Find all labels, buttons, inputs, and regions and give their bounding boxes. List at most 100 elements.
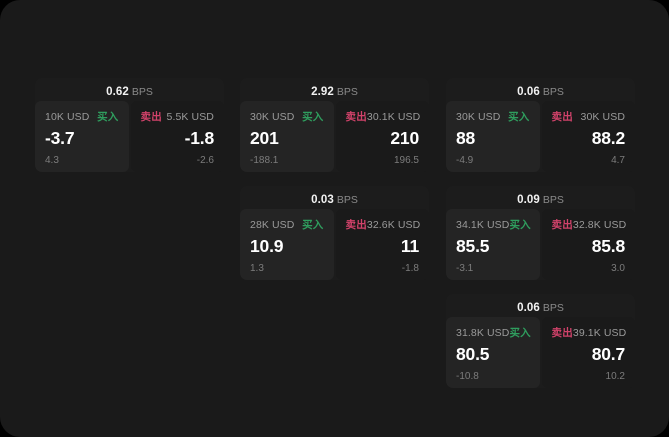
buy-delta: -10.8 xyxy=(456,371,479,382)
sell-delta: 3.0 xyxy=(611,263,625,274)
quote-card[interactable]: 0.06 BPS 31.8K USD 买入 80.5 -10.8 卖出 xyxy=(446,294,635,388)
quote-card[interactable]: 2.92 BPS 30K USD 买入 201 -188.1 卖出 xyxy=(240,78,429,172)
card-body: 10K USD 买入 -3.7 4.3 卖出 5.5K USD -1.8 -2.… xyxy=(35,101,224,172)
bps-unit-label: BPS xyxy=(542,194,564,206)
sell-price: 11 xyxy=(400,236,419,256)
sell-panel[interactable]: 卖出 30.1K USD 210 196.5 xyxy=(335,101,429,172)
buy-panel-header: 10K USD 买入 xyxy=(45,110,119,124)
buy-price: 80.5 xyxy=(456,344,490,364)
sell-panel[interactable]: 卖出 39.1K USD 80.7 10.2 xyxy=(541,317,635,388)
sell-panel[interactable]: 卖出 32.8K USD 85.8 3.0 xyxy=(541,209,635,280)
sell-delta: -1.8 xyxy=(401,263,419,274)
sell-amount-label: 5.5K USD xyxy=(166,110,214,123)
buy-tag: 买入 xyxy=(509,219,531,231)
card-header: 0.03 BPS xyxy=(240,186,429,209)
buy-tag: 买入 xyxy=(97,111,119,123)
buy-panel[interactable]: 10K USD 买入 -3.7 4.3 xyxy=(35,101,129,172)
buy-delta: 1.3 xyxy=(250,263,264,274)
sell-delta: -2.6 xyxy=(196,155,214,166)
buy-amount-label: 30K USD xyxy=(250,110,295,123)
sell-panel[interactable]: 卖出 5.5K USD -1.8 -2.6 xyxy=(130,101,224,172)
card-body: 30K USD 买入 88 -4.9 卖出 30K USD 88.2 4.7 xyxy=(446,101,635,172)
buy-panel-header: 30K USD 买入 xyxy=(456,110,530,124)
card-header: 0.09 BPS xyxy=(446,186,635,209)
quote-column-3: 0.06 BPS 30K USD 买入 88 -4.9 卖出 xyxy=(446,78,635,388)
sell-price: 88.2 xyxy=(591,128,625,148)
bps-unit-label: BPS xyxy=(542,86,564,98)
sell-amount-label: 30.1K USD xyxy=(366,110,421,123)
sell-delta: 4.7 xyxy=(611,155,625,166)
bps-value: 0.03 xyxy=(311,194,334,206)
buy-delta: -3.1 xyxy=(456,263,474,274)
buy-tag: 买入 xyxy=(509,327,531,339)
bps-value: 2.92 xyxy=(311,86,334,98)
sell-price: 85.8 xyxy=(591,236,625,256)
sell-tag: 卖出 xyxy=(551,111,573,123)
buy-tag: 买入 xyxy=(302,111,324,123)
card-header: 0.62 BPS xyxy=(35,78,224,101)
sell-tag: 卖出 xyxy=(140,111,162,123)
bps-value: 0.06 xyxy=(517,86,540,98)
buy-price: 88 xyxy=(456,128,476,148)
buy-delta: -4.9 xyxy=(456,155,474,166)
card-body: 31.8K USD 买入 80.5 -10.8 卖出 39.1K USD 80.… xyxy=(446,317,635,388)
buy-panel[interactable]: 30K USD 买入 88 -4.9 xyxy=(446,101,540,172)
sell-delta: 10.2 xyxy=(605,371,625,382)
sell-panel-header: 卖出 32.8K USD xyxy=(551,218,627,232)
quote-column-2: 2.92 BPS 30K USD 买入 201 -188.1 卖出 xyxy=(240,78,429,280)
buy-amount-label: 30K USD xyxy=(456,110,501,123)
buy-panel[interactable]: 28K USD 买入 10.9 1.3 xyxy=(240,209,334,280)
buy-amount-label: 34.1K USD xyxy=(456,218,510,231)
bps-unit-label: BPS xyxy=(542,302,564,314)
card-header: 0.06 BPS xyxy=(446,294,635,317)
sell-delta: 196.5 xyxy=(393,155,419,166)
buy-panel-header: 31.8K USD 买入 xyxy=(456,326,531,340)
sell-panel-header: 卖出 30K USD xyxy=(551,110,626,124)
buy-panel-header: 30K USD 买入 xyxy=(250,110,324,124)
sell-panel[interactable]: 卖出 30K USD 88.2 4.7 xyxy=(541,101,635,172)
sell-tag: 卖出 xyxy=(551,219,573,231)
buy-price: 85.5 xyxy=(456,236,490,256)
sell-panel-header: 卖出 5.5K USD xyxy=(140,110,215,124)
sell-tag: 卖出 xyxy=(551,327,573,339)
buy-price: -3.7 xyxy=(45,128,75,148)
sell-amount-label: 30K USD xyxy=(580,110,625,123)
buy-price: 201 xyxy=(250,128,279,148)
card-body: 30K USD 买入 201 -188.1 卖出 30.1K USD 210 1… xyxy=(240,101,429,172)
card-body: 28K USD 买入 10.9 1.3 卖出 32.6K USD 11 -1.8 xyxy=(240,209,429,280)
sell-price: 210 xyxy=(390,128,419,148)
sell-tag: 卖出 xyxy=(345,219,367,231)
buy-panel[interactable]: 31.8K USD 买入 80.5 -10.8 xyxy=(446,317,540,388)
bps-unit-label: BPS xyxy=(131,86,153,98)
sell-amount-label: 39.1K USD xyxy=(572,326,627,339)
quote-board: 0.62 BPS 10K USD 买入 -3.7 4.3 卖出 xyxy=(35,78,635,393)
bps-unit-label: BPS xyxy=(336,86,358,98)
buy-amount-label: 10K USD xyxy=(45,110,90,123)
sell-price: 80.7 xyxy=(591,344,625,364)
bps-value: 0.62 xyxy=(106,86,129,98)
quote-card[interactable]: 0.09 BPS 34.1K USD 买入 85.5 -3.1 卖出 xyxy=(446,186,635,280)
buy-tag: 买入 xyxy=(302,219,324,231)
sell-amount-label: 32.8K USD xyxy=(572,218,627,231)
quote-card[interactable]: 0.03 BPS 28K USD 买入 10.9 1.3 卖出 xyxy=(240,186,429,280)
sell-amount-label: 32.6K USD xyxy=(366,218,421,231)
card-header: 0.06 BPS xyxy=(446,78,635,101)
buy-tag: 买入 xyxy=(508,111,530,123)
buy-amount-label: 28K USD xyxy=(250,218,295,231)
card-header: 2.92 BPS xyxy=(240,78,429,101)
buy-panel[interactable]: 34.1K USD 买入 85.5 -3.1 xyxy=(446,209,540,280)
quote-card[interactable]: 0.62 BPS 10K USD 买入 -3.7 4.3 卖出 xyxy=(35,78,224,172)
sell-price: -1.8 xyxy=(184,128,215,148)
sell-panel-header: 卖出 39.1K USD xyxy=(551,326,627,340)
buy-panel[interactable]: 30K USD 买入 201 -188.1 xyxy=(240,101,334,172)
sell-panel[interactable]: 卖出 32.6K USD 11 -1.8 xyxy=(335,209,429,280)
buy-price: 10.9 xyxy=(250,236,284,256)
buy-amount-label: 31.8K USD xyxy=(456,326,510,339)
quote-card[interactable]: 0.06 BPS 30K USD 买入 88 -4.9 卖出 xyxy=(446,78,635,172)
bps-value: 0.09 xyxy=(517,194,540,206)
buy-panel-header: 28K USD 买入 xyxy=(250,218,324,232)
quote-column-1: 0.62 BPS 10K USD 买入 -3.7 4.3 卖出 xyxy=(35,78,224,172)
sell-panel-header: 卖出 32.6K USD xyxy=(345,218,421,232)
bps-unit-label: BPS xyxy=(336,194,358,206)
